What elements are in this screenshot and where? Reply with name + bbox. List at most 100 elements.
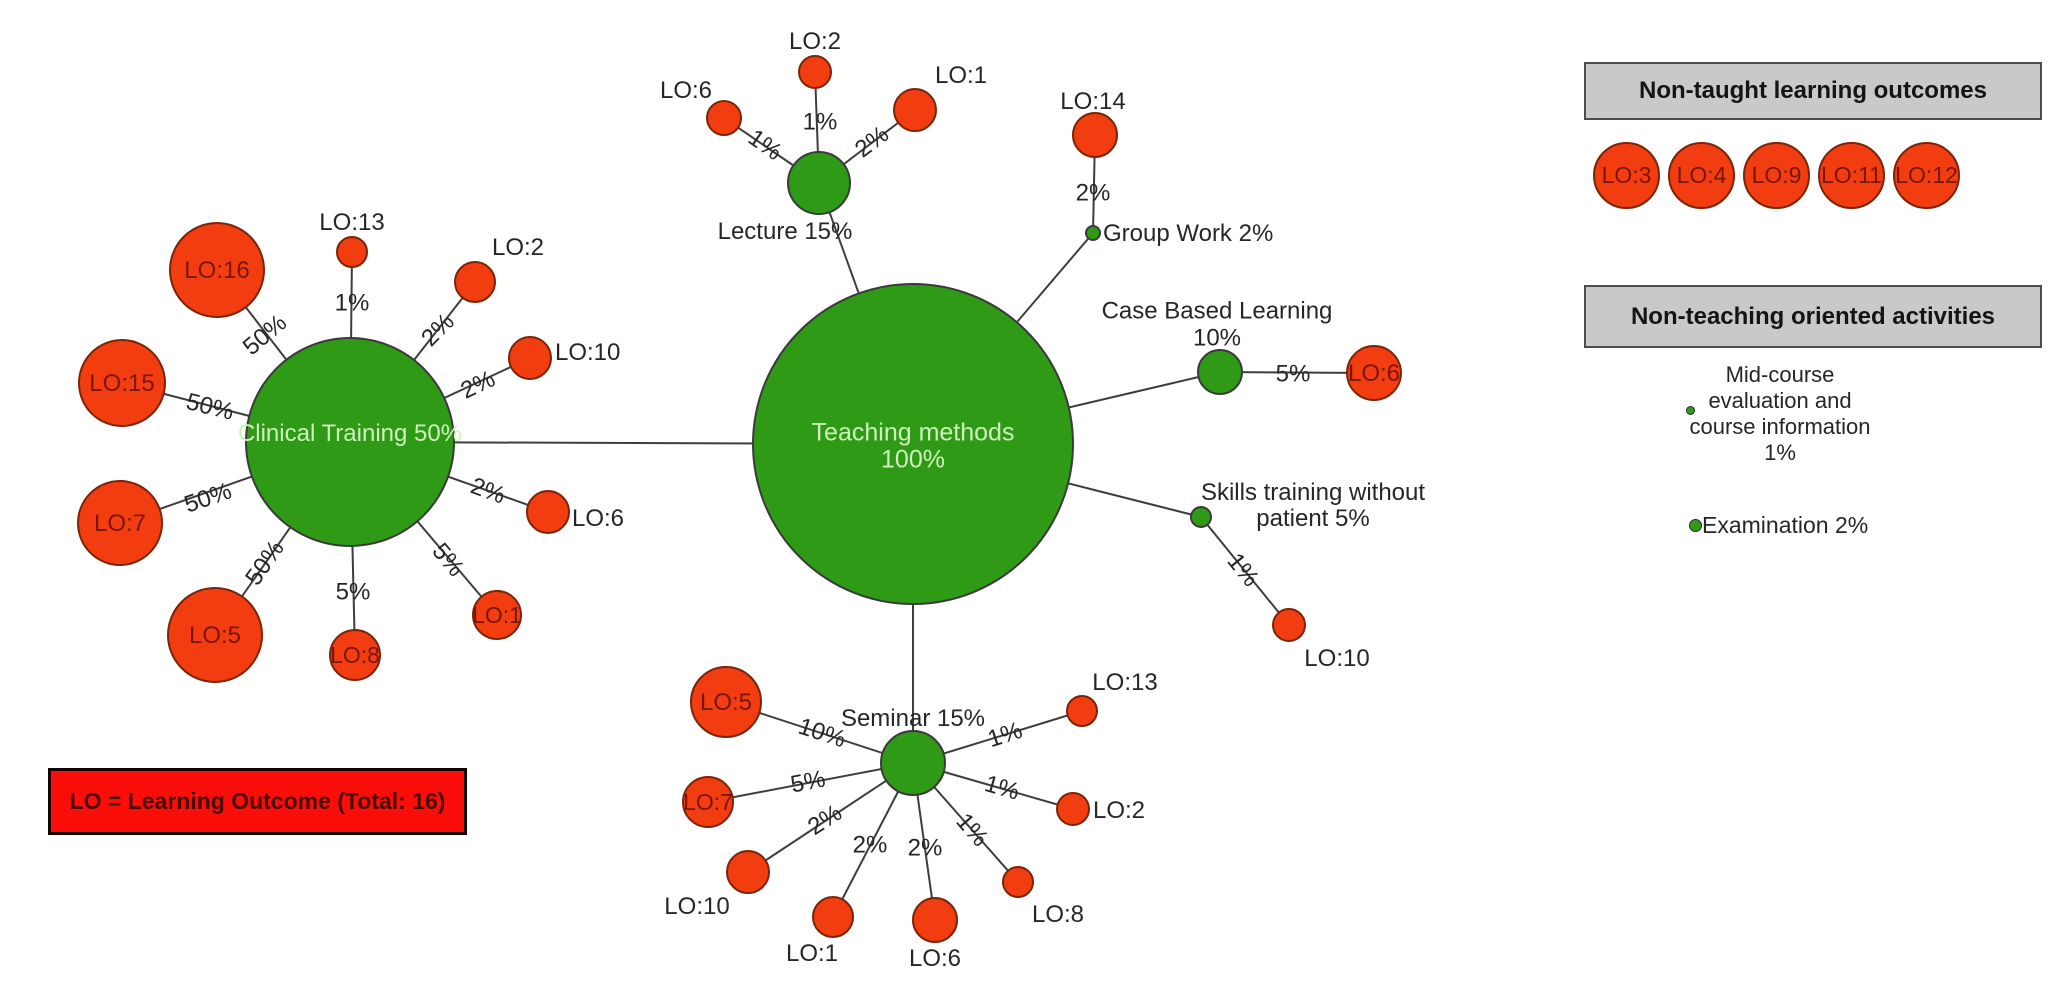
non-taught-lo11: LO:11	[1818, 142, 1885, 209]
label-seminar-lo13: LO:13	[1092, 669, 1157, 696]
label-clinical-lo13: LO:13	[319, 209, 384, 236]
label-clinical-lo2: LO:2	[492, 234, 544, 261]
label-clinical-lo15: LO:15	[89, 370, 154, 397]
node-seminar-lo13	[1066, 695, 1098, 727]
edge-label-cbl-cbl-lo6: 5%	[1276, 361, 1311, 388]
edge-seminar-seminar-lo7	[707, 762, 914, 803]
label-clinical-lo5: LO:5	[189, 622, 241, 649]
label-lecture: Lecture 15%	[718, 218, 853, 245]
edge-label-lecture-lecture-lo1: 2%	[850, 121, 894, 163]
edge-label-clinical-clinical-lo8: 5%	[336, 579, 371, 606]
label-skills-lo10: LO:10	[1304, 645, 1369, 672]
node-seminar-lo7	[682, 776, 734, 828]
edge-skills-skills-lo10	[1200, 516, 1290, 626]
edge-label-seminar-seminar-lo7: 5%	[788, 765, 827, 798]
node-cbl-lo6	[1346, 345, 1402, 401]
text-line: Mid-course	[1725, 362, 1835, 387]
label-cbl-lo6: LO:6	[1348, 360, 1400, 387]
examination-label: Examination 2%	[1702, 512, 1868, 539]
text-line: Examination 2%	[1702, 512, 1869, 538]
label-lecture-lo1: LO:1	[935, 62, 987, 89]
label-clinical-lo7: LO:7	[94, 510, 146, 537]
label-seminar-lo7: LO:7	[683, 789, 733, 815]
label-cbl: Case Based Learning 10%	[1102, 297, 1333, 351]
label-seminar-lo5: LO:5	[700, 689, 752, 716]
node-clinical-lo2	[454, 261, 496, 303]
node-skills	[1190, 506, 1212, 528]
node-lecture-lo6	[706, 100, 742, 136]
node-seminar-lo6	[912, 897, 958, 943]
midcourse-label: Mid-course evaluation and course informati…	[1680, 362, 1880, 466]
label-lecture-lo6: LO:6	[660, 77, 712, 104]
node-clinical-lo8	[329, 629, 381, 681]
node-lecture-lo2	[798, 55, 832, 89]
edge-label-seminar-seminar-lo2: 1%	[982, 770, 1023, 806]
non-taught-lo9: LO:9	[1743, 142, 1810, 209]
label-seminar-lo10: LO:10	[664, 893, 729, 920]
label-hub: Teaching methods 100%	[812, 419, 1015, 474]
legend-box: LO = Learning Outcome (Total: 16)	[48, 768, 467, 835]
edge-label-clinical-clinical-lo15: 50%	[183, 388, 236, 426]
node-clinical-lo1	[472, 590, 522, 640]
non-taught-lo3: LO:3	[1593, 142, 1660, 209]
edge-label-lecture-lecture-lo6: 1%	[743, 124, 787, 166]
text-line: evaluation and	[1708, 388, 1852, 413]
node-seminar-lo2	[1056, 792, 1090, 826]
node-clinical-lo10	[508, 336, 552, 380]
edge-label-seminar-seminar-lo13: 1%	[984, 717, 1025, 753]
legend-text: LO = Learning Outcome (Total: 16)	[69, 788, 446, 814]
label-groupwork-lo14: LO:14	[1060, 88, 1125, 115]
label-clinical-lo10: LO:10	[555, 339, 620, 366]
node-seminar-lo1	[812, 896, 854, 938]
edge-label-seminar-seminar-lo1: 2%	[853, 832, 888, 859]
label-groupwork: Group Work 2%	[1103, 220, 1273, 247]
node-seminar-lo5	[690, 666, 762, 738]
edge-label-clinical-clinical-lo7: 50%	[181, 477, 235, 518]
label-seminar-lo6: LO:6	[909, 945, 961, 972]
label-clinical-lo6: LO:6	[572, 505, 624, 532]
non-taught-header: Non-taught learning outcomes	[1584, 62, 2042, 120]
node-lecture	[787, 151, 851, 215]
text-line: 1%	[1764, 440, 1796, 465]
non-teaching-activities-header: Non-teaching oriented activities	[1584, 285, 2042, 348]
node-seminar	[880, 730, 946, 796]
label-lecture-lo2: LO:2	[789, 28, 841, 55]
edge-label-clinical-clinical-lo10: 2%	[457, 365, 500, 404]
edge-label-groupwork-groupwork-lo14: 2%	[1076, 180, 1111, 207]
non-taught-lo4: LO:4	[1668, 142, 1735, 209]
label-seminar: Seminar 15%	[841, 705, 985, 732]
node-clinical-lo13	[336, 236, 368, 268]
edge-label-clinical-clinical-lo13: 1%	[335, 290, 370, 317]
node-lecture-lo1	[893, 88, 937, 132]
node-clinical-lo6	[526, 490, 570, 534]
node-clinical	[245, 337, 455, 547]
node-seminar-lo8	[1002, 866, 1034, 898]
edge-label-seminar-seminar-lo6: 2%	[908, 835, 943, 862]
label-seminar-lo1: LO:1	[786, 940, 838, 967]
node-clinical-lo16	[169, 222, 265, 318]
label-clinical-lo1: LO:1	[472, 602, 522, 628]
node-seminar-lo10	[726, 850, 770, 894]
non-taught-outcomes-row: LO:3 LO:4 LO:9 LO:11 LO:12	[1593, 142, 1960, 209]
midcourse-dot	[1686, 406, 1695, 415]
node-clinical-lo5	[167, 587, 263, 683]
node-clinical-lo15	[78, 339, 166, 427]
label-clinical: Clinical Training 50%	[238, 420, 462, 447]
node-hub	[752, 283, 1074, 605]
edge-label-clinical-clinical-lo16: 50%	[238, 309, 292, 361]
edge-label-clinical-clinical-lo5: 50%	[240, 536, 290, 591]
label-seminar-lo2: LO:2	[1093, 797, 1145, 824]
edge-label-clinical-clinical-lo6: 2%	[467, 472, 509, 509]
edge-label-seminar-seminar-lo8: 1%	[950, 808, 993, 852]
label-seminar-lo8: LO:8	[1032, 901, 1084, 928]
text-line: course information	[1689, 414, 1871, 439]
node-groupwork	[1085, 225, 1101, 241]
node-skills-lo10	[1272, 608, 1306, 642]
label-clinical-lo16: LO:16	[184, 257, 249, 284]
examination-dot	[1689, 519, 1702, 532]
node-cbl	[1197, 349, 1243, 395]
node-clinical-lo7	[77, 480, 163, 566]
edge-label-clinical-clinical-lo2: 2%	[416, 308, 460, 352]
